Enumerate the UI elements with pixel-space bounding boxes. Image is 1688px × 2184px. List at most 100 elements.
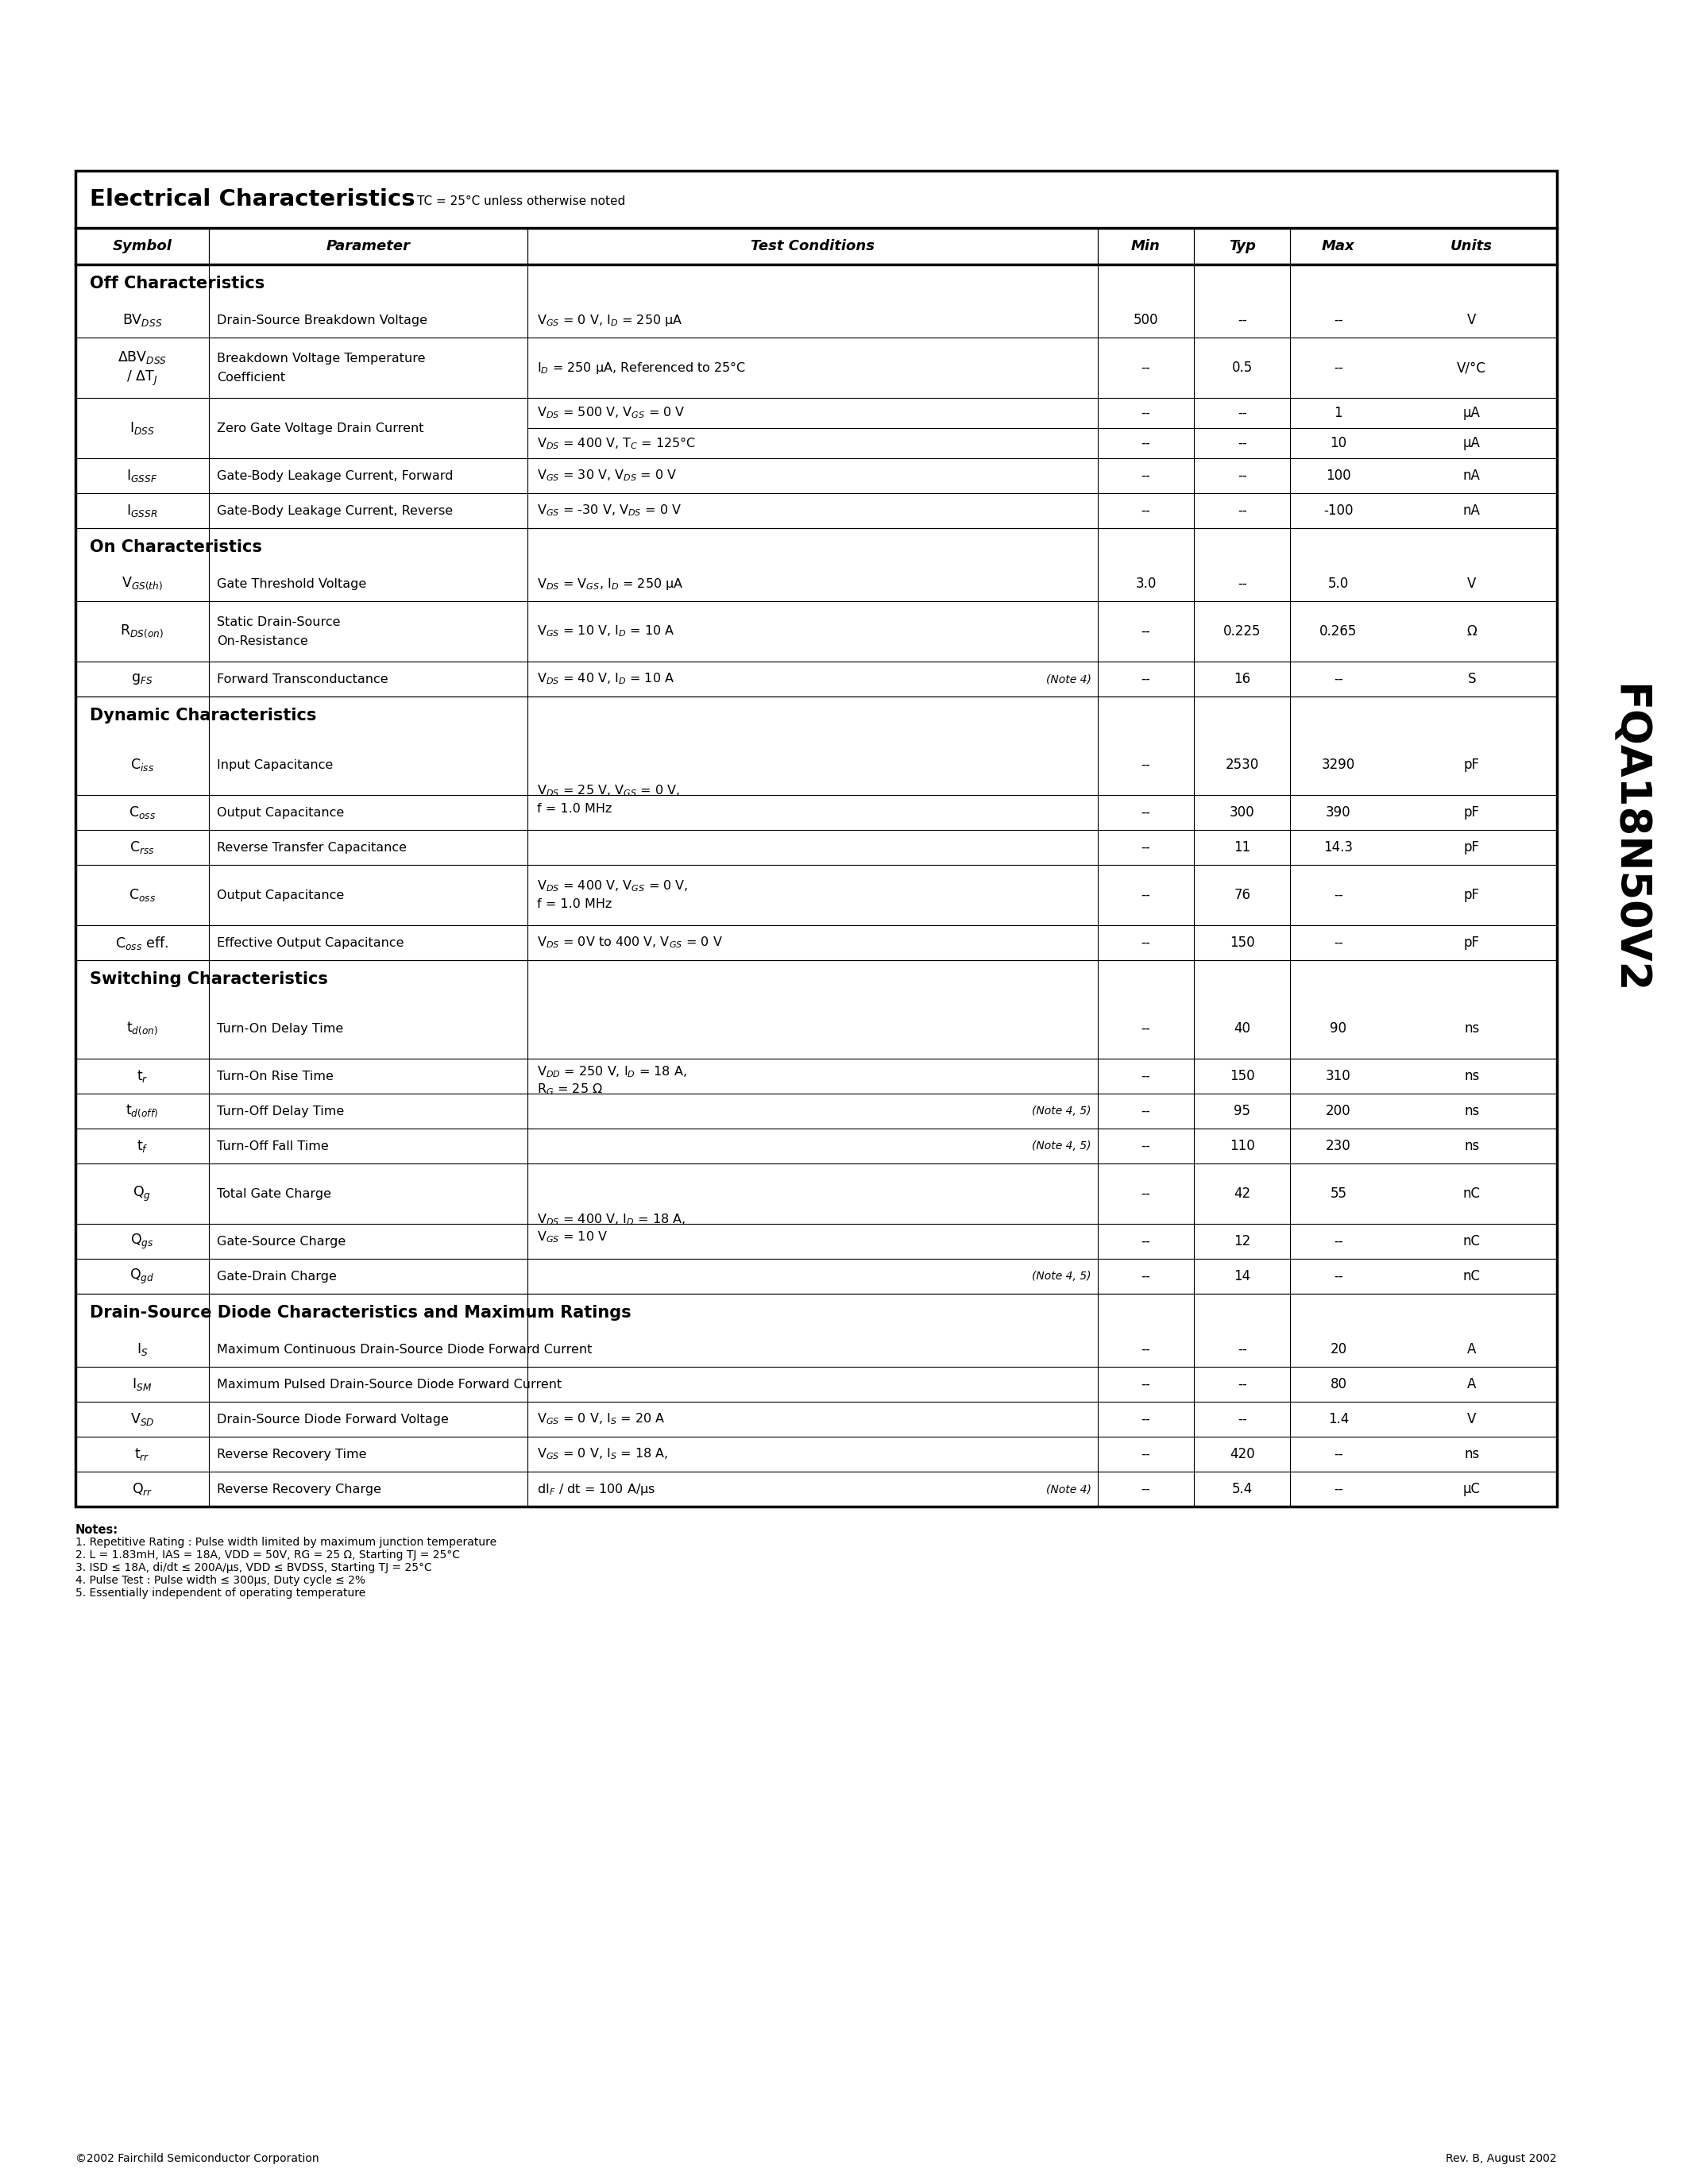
Text: Gate-Drain Charge: Gate-Drain Charge: [216, 1271, 336, 1282]
Text: V$_{SD}$: V$_{SD}$: [130, 1411, 154, 1426]
Text: 420: 420: [1229, 1448, 1254, 1461]
Text: --: --: [1141, 437, 1151, 450]
Text: pF: pF: [1463, 841, 1480, 854]
Text: g$_{FS}$: g$_{FS}$: [132, 673, 154, 686]
Text: 11: 11: [1234, 841, 1251, 854]
Text: Effective Output Capacitance: Effective Output Capacitance: [216, 937, 403, 948]
Text: t$_{r}$: t$_{r}$: [137, 1068, 149, 1083]
Text: V$_{GS}$ = 0 V, I$_{S}$ = 18 A,: V$_{GS}$ = 0 V, I$_{S}$ = 18 A,: [537, 1446, 668, 1461]
Text: f = 1.0 MHz: f = 1.0 MHz: [537, 802, 611, 815]
Text: Off Characteristics: Off Characteristics: [89, 275, 265, 290]
Text: (Note 4): (Note 4): [1047, 1483, 1092, 1494]
Text: 110: 110: [1229, 1138, 1254, 1153]
Text: --: --: [1141, 1269, 1151, 1284]
Text: Input Capacitance: Input Capacitance: [216, 758, 333, 771]
Text: Electrical Characteristics: Electrical Characteristics: [89, 188, 415, 210]
Text: V: V: [1467, 577, 1477, 592]
Text: t$_{f}$: t$_{f}$: [137, 1138, 149, 1153]
Text: Drain-Source Diode Characteristics and Maximum Ratings: Drain-Source Diode Characteristics and M…: [89, 1304, 631, 1321]
Text: --: --: [1141, 673, 1151, 686]
Text: Zero Gate Voltage Drain Current: Zero Gate Voltage Drain Current: [216, 422, 424, 435]
Text: / ΔT$_{J}$: / ΔT$_{J}$: [127, 369, 157, 387]
Text: FQA18N50V2: FQA18N50V2: [1607, 684, 1649, 994]
Text: pF: pF: [1463, 806, 1480, 819]
Text: ns: ns: [1463, 1448, 1479, 1461]
Text: --: --: [1237, 437, 1247, 450]
Text: t$_{d(off)}$: t$_{d(off)}$: [127, 1103, 159, 1118]
Text: V$_{DS}$ = 400 V, T$_{C}$ = 125°C: V$_{DS}$ = 400 V, T$_{C}$ = 125°C: [537, 435, 695, 450]
Text: --: --: [1141, 1378, 1151, 1391]
Text: Maximum Continuous Drain-Source Diode Forward Current: Maximum Continuous Drain-Source Diode Fo…: [216, 1343, 592, 1356]
Text: Static Drain-Source: Static Drain-Source: [216, 616, 341, 627]
Text: pF: pF: [1463, 889, 1480, 902]
Text: V$_{GS}$ = 10 V: V$_{GS}$ = 10 V: [537, 1230, 608, 1245]
Text: Test Conditions: Test Conditions: [751, 238, 874, 253]
Text: 310: 310: [1325, 1068, 1350, 1083]
Text: --: --: [1141, 1343, 1151, 1356]
Text: nC: nC: [1463, 1234, 1480, 1249]
Text: --: --: [1141, 360, 1151, 376]
Text: --: --: [1334, 673, 1344, 686]
Text: --: --: [1237, 577, 1247, 592]
Text: --: --: [1237, 1343, 1247, 1356]
Text: ns: ns: [1463, 1138, 1479, 1153]
Text: V$_{DS}$ = 0V to 400 V, V$_{GS}$ = 0 V: V$_{DS}$ = 0V to 400 V, V$_{GS}$ = 0 V: [537, 935, 722, 950]
Text: nC: nC: [1463, 1186, 1480, 1201]
Text: μA: μA: [1463, 406, 1480, 419]
Text: Rev. B, August 2002: Rev. B, August 2002: [1447, 2153, 1556, 2164]
Text: 40: 40: [1234, 1022, 1251, 1035]
Text: --: --: [1141, 1448, 1151, 1461]
Text: I$_{SM}$: I$_{SM}$: [132, 1376, 152, 1391]
Text: 3. ISD ≤ 18A, di/dt ≤ 200A/μs, VDD ≤ BVDSS, Starting TJ = 25°C: 3. ISD ≤ 18A, di/dt ≤ 200A/μs, VDD ≤ BVD…: [76, 1562, 432, 1572]
Text: Turn-Off Fall Time: Turn-Off Fall Time: [216, 1140, 329, 1151]
Text: 55: 55: [1330, 1186, 1347, 1201]
Text: Units: Units: [1450, 238, 1492, 253]
Text: 95: 95: [1234, 1103, 1251, 1118]
Text: --: --: [1141, 806, 1151, 819]
Text: f = 1.0 MHz: f = 1.0 MHz: [537, 898, 611, 911]
Text: V$_{DD}$ = 250 V, I$_{D}$ = 18 A,: V$_{DD}$ = 250 V, I$_{D}$ = 18 A,: [537, 1066, 687, 1079]
Text: Reverse Recovery Time: Reverse Recovery Time: [216, 1448, 366, 1461]
Text: --: --: [1141, 505, 1151, 518]
Text: --: --: [1141, 625, 1151, 638]
Text: I$_{DSS}$: I$_{DSS}$: [130, 419, 155, 437]
Text: Reverse Transfer Capacitance: Reverse Transfer Capacitance: [216, 841, 407, 854]
Text: nA: nA: [1463, 505, 1480, 518]
Text: --: --: [1141, 758, 1151, 771]
Text: 200: 200: [1325, 1103, 1350, 1118]
Text: V$_{DS}$ = 40 V, I$_{D}$ = 10 A: V$_{DS}$ = 40 V, I$_{D}$ = 10 A: [537, 673, 675, 686]
Text: Breakdown Voltage Temperature: Breakdown Voltage Temperature: [216, 352, 425, 365]
Text: V$_{GS}$ = 0 V, I$_{S}$ = 20 A: V$_{GS}$ = 0 V, I$_{S}$ = 20 A: [537, 1411, 665, 1426]
Text: Drain-Source Diode Forward Voltage: Drain-Source Diode Forward Voltage: [216, 1413, 449, 1426]
Text: On-Resistance: On-Resistance: [216, 636, 307, 646]
Text: (Note 4, 5): (Note 4, 5): [1031, 1140, 1092, 1151]
Text: --: --: [1141, 1103, 1151, 1118]
Text: V$_{DS}$ = 500 V, V$_{GS}$ = 0 V: V$_{DS}$ = 500 V, V$_{GS}$ = 0 V: [537, 406, 685, 419]
Text: 150: 150: [1229, 935, 1254, 950]
Text: V: V: [1467, 1413, 1477, 1426]
Text: C$_{oss}$: C$_{oss}$: [128, 887, 155, 902]
Text: Dynamic Characteristics: Dynamic Characteristics: [89, 708, 316, 723]
Text: Gate Threshold Voltage: Gate Threshold Voltage: [216, 579, 366, 590]
Text: ns: ns: [1463, 1103, 1479, 1118]
Text: --: --: [1334, 935, 1344, 950]
Text: --: --: [1334, 360, 1344, 376]
Text: (Note 4, 5): (Note 4, 5): [1031, 1105, 1092, 1116]
Text: Switching Characteristics: Switching Characteristics: [89, 972, 327, 987]
Text: 390: 390: [1325, 806, 1350, 819]
Text: Q$_{gd}$: Q$_{gd}$: [130, 1267, 155, 1286]
Text: C$_{oss}$: C$_{oss}$: [128, 804, 155, 821]
Text: 100: 100: [1325, 470, 1350, 483]
Text: Symbol: Symbol: [113, 238, 172, 253]
Text: ©2002 Fairchild Semiconductor Corporation: ©2002 Fairchild Semiconductor Corporatio…: [76, 2153, 319, 2164]
Text: Gate-Body Leakage Current, Reverse: Gate-Body Leakage Current, Reverse: [216, 505, 452, 518]
Text: 2. L = 1.83mH, IAS = 18A, VDD = 50V, RG = 25 Ω, Starting TJ = 25°C: 2. L = 1.83mH, IAS = 18A, VDD = 50V, RG …: [76, 1548, 459, 1562]
Text: 16: 16: [1234, 673, 1251, 686]
Text: 12: 12: [1234, 1234, 1251, 1249]
Text: 5. Essentially independent of operating temperature: 5. Essentially independent of operating …: [76, 1588, 366, 1599]
Text: pF: pF: [1463, 758, 1480, 771]
Text: 3.0: 3.0: [1136, 577, 1156, 592]
Text: I$_{GSSF}$: I$_{GSSF}$: [127, 467, 157, 483]
Text: Ω: Ω: [1467, 625, 1477, 638]
Text: 14: 14: [1234, 1269, 1251, 1284]
